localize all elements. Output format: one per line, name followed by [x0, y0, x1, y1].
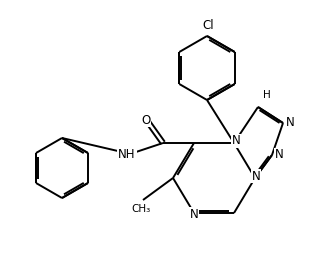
Text: N: N — [275, 149, 283, 162]
Text: NH: NH — [118, 149, 136, 162]
Text: CH₃: CH₃ — [131, 204, 151, 214]
Text: N: N — [286, 117, 295, 130]
Text: H: H — [263, 90, 271, 100]
Text: N: N — [190, 207, 198, 221]
Text: O: O — [141, 114, 151, 126]
Text: Cl: Cl — [202, 19, 214, 32]
Text: N: N — [232, 134, 240, 148]
Text: N: N — [252, 170, 260, 182]
